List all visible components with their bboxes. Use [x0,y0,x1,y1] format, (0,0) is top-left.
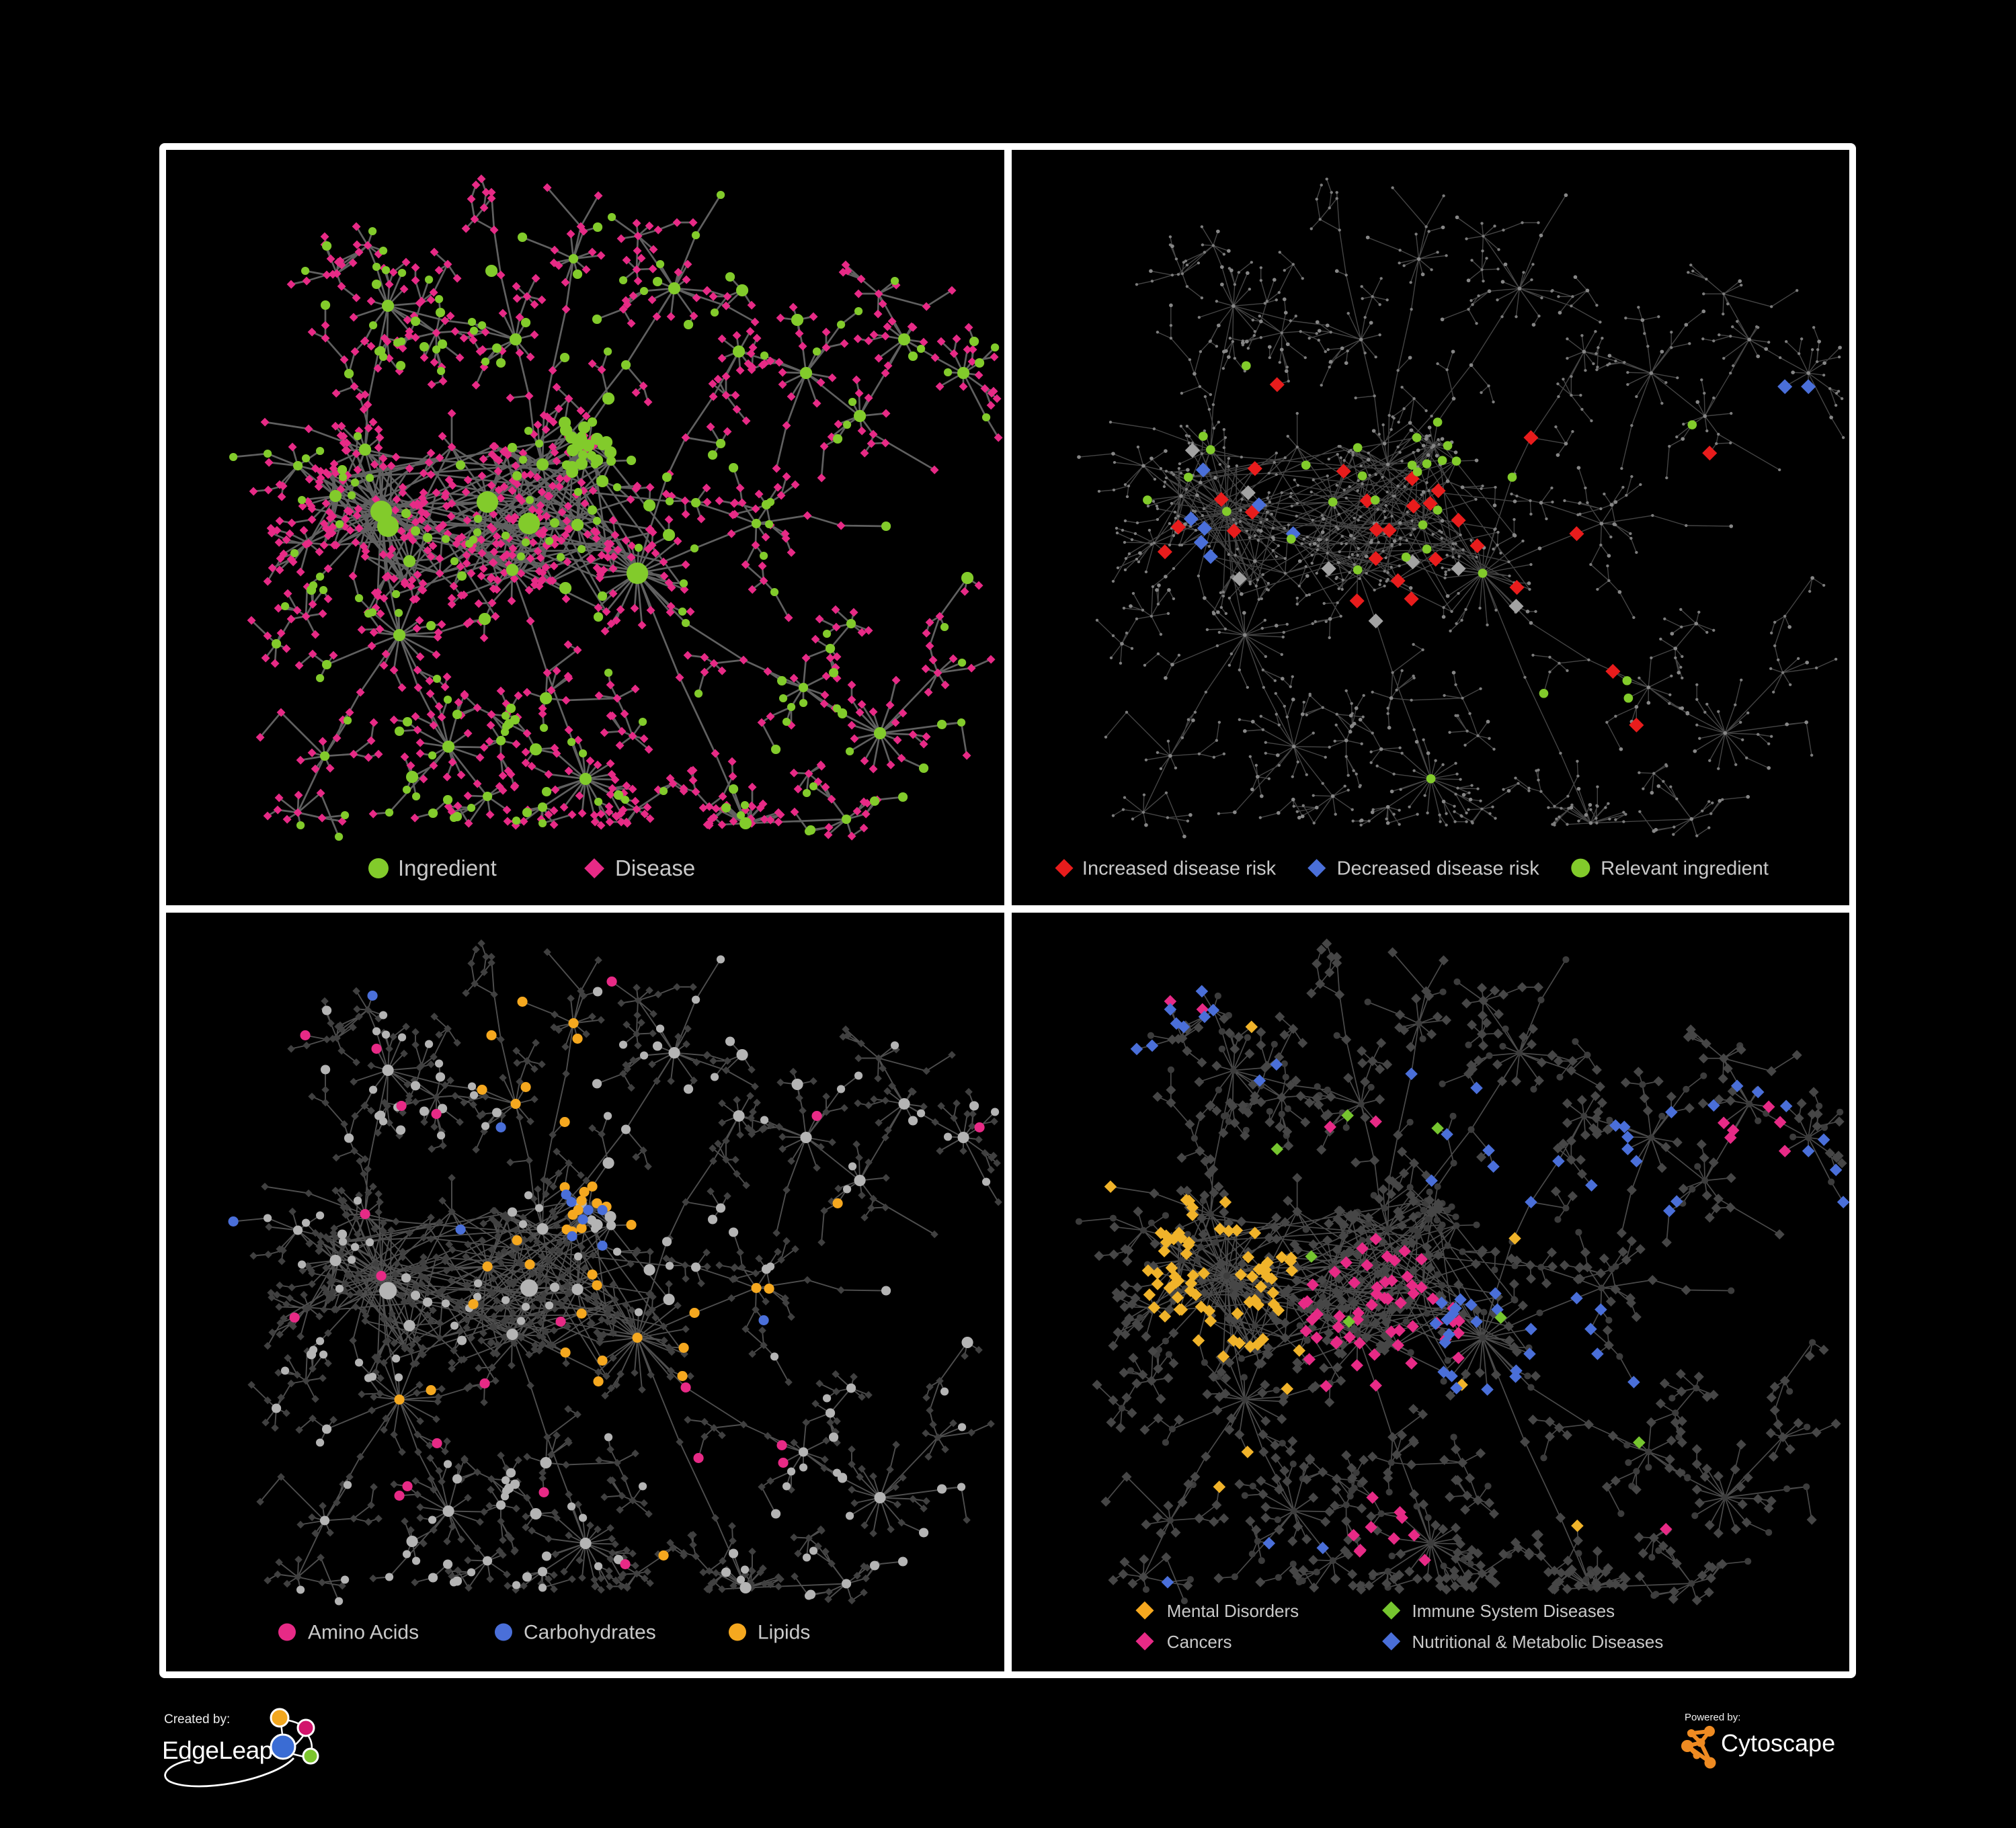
svg-text:Carbohydrates: Carbohydrates [524,1622,656,1644]
svg-text:Cytoscape: Cytoscape [1721,1729,1835,1757]
svg-text:Created by:: Created by: [164,1712,230,1727]
svg-text:Decreased disease risk: Decreased disease risk [1337,858,1540,880]
svg-text:Ingredient: Ingredient [398,856,497,880]
svg-text:Disease: Disease [615,856,695,880]
svg-text:Mental Disorders: Mental Disorders [1167,1601,1299,1621]
svg-text:Immune System Diseases: Immune System Diseases [1412,1601,1615,1621]
svg-text:Increased disease risk: Increased disease risk [1082,858,1277,880]
svg-text:EdgeLeap: EdgeLeap [162,1737,273,1764]
svg-text:Nutritional & Metabolic Diseas: Nutritional & Metabolic Diseases [1412,1632,1664,1652]
svg-text:Relevant ingredient: Relevant ingredient [1601,858,1769,880]
svg-text:Cancers: Cancers [1167,1632,1232,1652]
svg-text:Lipids: Lipids [758,1622,810,1644]
svg-text:Powered by:: Powered by: [1685,1712,1740,1723]
svg-text:Amino Acids: Amino Acids [308,1622,419,1644]
